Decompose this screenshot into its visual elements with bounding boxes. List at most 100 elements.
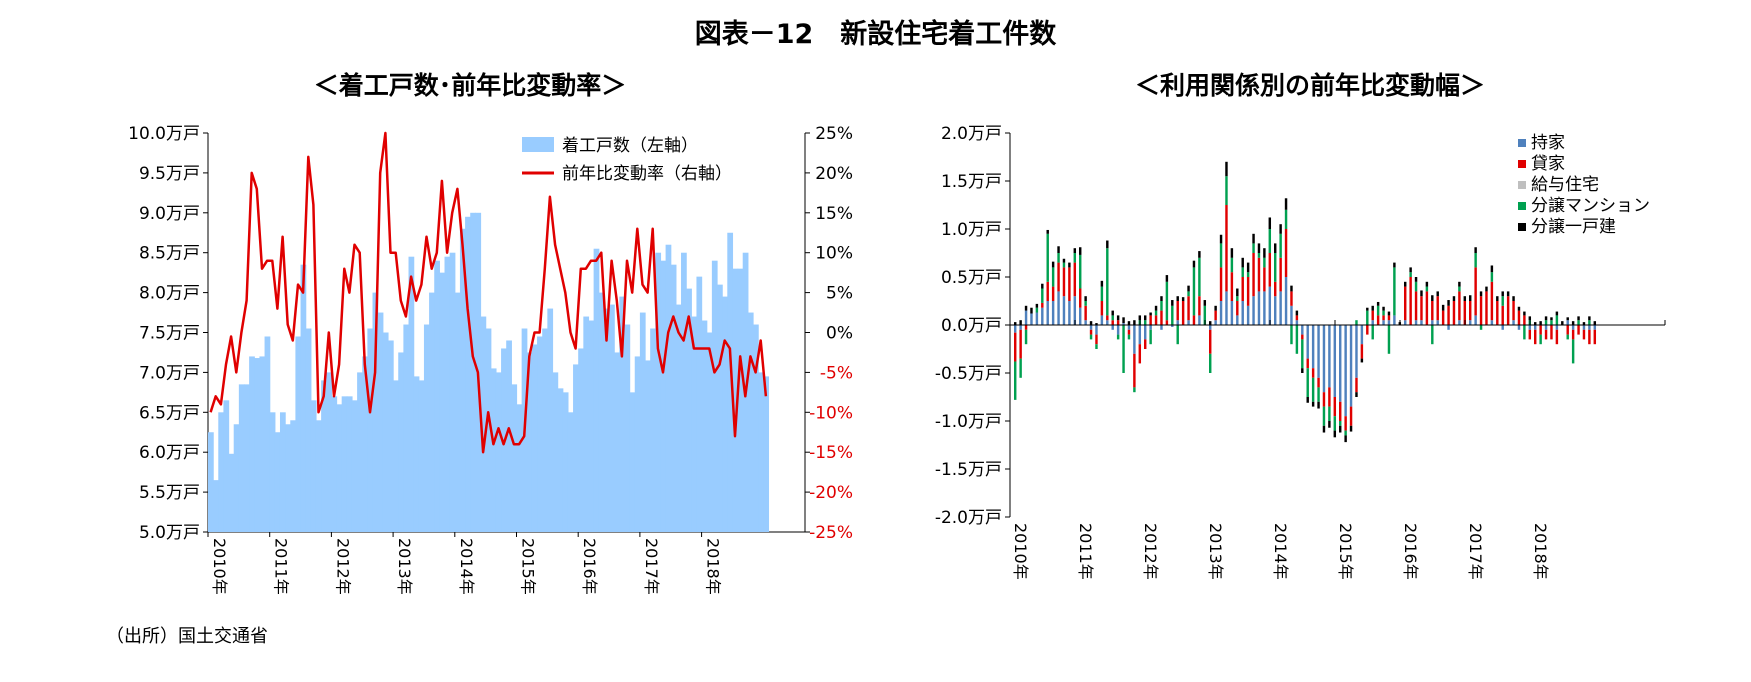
stacked-bar-segment-1 xyxy=(1371,310,1374,321)
stacked-bar-segment-3 xyxy=(1116,334,1120,340)
stacked-bar-segment-4 xyxy=(1414,277,1418,282)
stacked-bar-segment-0 xyxy=(1534,325,1537,330)
stacked-bar-segment-4 xyxy=(1355,392,1358,397)
housing-starts-bar xyxy=(372,292,379,532)
stacked-bar-segment-1 xyxy=(1366,325,1369,335)
stacked-bar-segment-1 xyxy=(1241,277,1244,301)
stacked-bar-segment-3 xyxy=(1268,229,1272,253)
stacked-bar-segment-0 xyxy=(1024,310,1028,325)
stacked-bar-segment-0 xyxy=(1046,301,1049,325)
stacked-bar-segment-1 xyxy=(1441,310,1445,325)
housing-starts-bar xyxy=(398,352,404,532)
legend-label-0: 持家 xyxy=(1531,133,1565,153)
housing-starts-bar xyxy=(629,392,636,532)
legend-label-housing-starts: 着工戸数（左軸） xyxy=(562,136,698,156)
stacked-bar-segment-1 xyxy=(1414,291,1418,321)
stacked-bar-segment-0 xyxy=(1349,325,1353,407)
stacked-bar-segment-4 xyxy=(1501,291,1504,297)
stacked-bar-segment-4 xyxy=(1506,291,1510,297)
stacked-bar-segment-4 xyxy=(1284,198,1288,210)
housing-starts-bar xyxy=(408,256,415,532)
housing-starts-bar xyxy=(223,400,230,532)
housing-starts-bar xyxy=(511,384,518,532)
stacked-bar-segment-4 xyxy=(1474,247,1477,253)
stacked-bar-segment-3 xyxy=(1019,358,1022,378)
housing-starts-bar xyxy=(732,268,739,532)
housing-starts-bar xyxy=(681,252,687,532)
housing-starts-bar xyxy=(737,268,744,532)
housing-starts-bar xyxy=(259,356,266,532)
stacked-bar-segment-4 xyxy=(1068,262,1071,268)
housing-starts-bar xyxy=(516,404,523,532)
x-tick-label: 2015年 xyxy=(518,538,537,595)
stacked-bar-segment-0 xyxy=(1593,325,1597,330)
housing-starts-bar xyxy=(706,332,713,532)
stacked-bar-segment-1 xyxy=(1144,339,1147,349)
stacked-bar-segment-3 xyxy=(1171,305,1174,325)
stacked-bar-segment-0 xyxy=(1198,315,1201,325)
stacked-bar-segment-3 xyxy=(1555,315,1559,325)
stacked-bar-segment-4 xyxy=(1046,229,1049,234)
stacked-bar-segment-4 xyxy=(1523,311,1526,316)
stacked-bar-segment-3 xyxy=(1387,325,1391,354)
stacked-bar-segment-0 xyxy=(1225,291,1228,325)
stacked-bar-segment-3 xyxy=(1301,339,1304,369)
stacked-bar-segment-0 xyxy=(1014,325,1017,333)
stacked-bar-segment-1 xyxy=(1349,406,1353,426)
stacked-bar-segment-4 xyxy=(1252,233,1255,244)
housing-starts-bar xyxy=(578,348,584,532)
housing-starts-bar xyxy=(660,260,667,532)
right-chart-y-tick-label: 0.5万戸 xyxy=(941,268,1002,288)
left-y-tick-label: 5.5万戸 xyxy=(139,483,200,503)
housing-starts-bar xyxy=(285,424,291,532)
left-y-tick-label: 6.5万戸 xyxy=(139,403,200,423)
stacked-bar-segment-3 xyxy=(1393,267,1396,316)
stacked-bar-segment-1 xyxy=(1290,291,1293,306)
stacked-bar-segment-0 xyxy=(1274,296,1277,325)
housing-starts-bar xyxy=(434,260,440,532)
stacked-bar-segment-1 xyxy=(1236,301,1239,316)
housing-starts-bar xyxy=(562,392,569,532)
housing-starts-bar xyxy=(238,384,245,532)
stacked-bar-segment-1 xyxy=(1469,301,1472,321)
stacked-bar-segment-4 xyxy=(1441,304,1445,311)
housing-starts-bar xyxy=(670,264,677,532)
stacked-bar-segment-1 xyxy=(1512,301,1515,321)
x-tick-label: 2010年 xyxy=(210,538,229,595)
stacked-bar-segment-0 xyxy=(1566,320,1569,325)
stacked-bar-segment-4 xyxy=(1322,425,1326,433)
legend-swatch-2 xyxy=(1518,181,1526,189)
stacked-bar-segment-0 xyxy=(1187,320,1190,325)
housing-starts-bar xyxy=(727,232,734,532)
stacked-bar-segment-1 xyxy=(1024,325,1028,330)
stacked-bar-segment-0 xyxy=(1236,315,1239,325)
stacked-bar-segment-1 xyxy=(1100,301,1104,316)
stacked-bar-segment-0 xyxy=(1436,320,1439,325)
housing-starts-bar xyxy=(208,432,214,532)
stacked-bar-segment-1 xyxy=(1360,344,1364,359)
right-chart-y-tick-label: 1.5万戸 xyxy=(941,172,1002,192)
stacked-bar-segment-4 xyxy=(1122,317,1125,324)
stacked-bar-segment-1 xyxy=(1382,315,1385,321)
stacked-bar-segment-4 xyxy=(1127,321,1131,325)
stacked-bar-segment-3 xyxy=(1588,320,1591,325)
legend-swatch-1 xyxy=(1518,160,1526,168)
housing-starts-bar xyxy=(747,312,754,532)
right-y-tick-label: 0% xyxy=(826,324,853,344)
stacked-bar-segment-0 xyxy=(1144,325,1147,340)
stacked-bar-segment-4 xyxy=(1344,435,1347,443)
stacked-bar-segment-3 xyxy=(1084,301,1087,306)
stacked-bar-segment-3 xyxy=(1366,310,1369,325)
right-chart-x-tick-label: 2011年 xyxy=(1076,523,1095,580)
housing-starts-bar xyxy=(624,324,631,532)
stacked-bar-segment-1 xyxy=(1274,281,1277,297)
stacked-bar-segment-1 xyxy=(1252,253,1255,297)
stacked-bar-segment-1 xyxy=(1089,329,1093,335)
legend-label-1: 貸家 xyxy=(1531,154,1565,174)
stacked-bar-segment-3 xyxy=(1306,368,1309,397)
stacked-bar-segment-0 xyxy=(1084,320,1087,325)
stacked-bar-segment-0 xyxy=(1301,325,1304,335)
stacked-bar-segment-1 xyxy=(1279,257,1282,292)
housing-starts-bar xyxy=(619,296,626,532)
left-y-tick-label: 5.0万戸 xyxy=(139,523,200,543)
